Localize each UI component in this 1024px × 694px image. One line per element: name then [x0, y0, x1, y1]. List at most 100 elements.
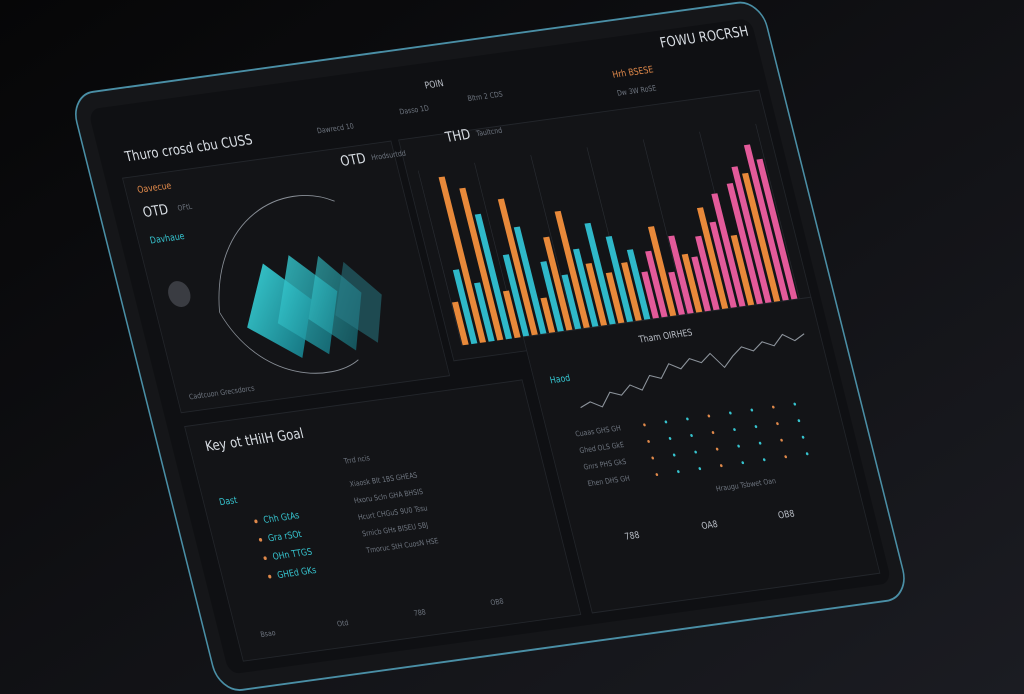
dot — [750, 408, 754, 412]
dot — [797, 419, 801, 423]
bar — [743, 144, 789, 302]
kpi-value: THD — [443, 127, 472, 146]
dot — [711, 431, 715, 435]
bar — [668, 235, 694, 315]
bar — [585, 262, 608, 327]
bar — [451, 301, 469, 346]
dot — [729, 411, 732, 415]
bar — [626, 249, 651, 321]
connector — [218, 195, 335, 313]
bar — [645, 250, 668, 318]
goals-subtitle: Trrd ncis — [342, 454, 371, 466]
kpi-value: OTD — [339, 151, 368, 170]
bar — [502, 290, 521, 339]
bar — [497, 198, 538, 336]
bar — [756, 158, 798, 300]
bar — [605, 236, 634, 323]
bar — [572, 248, 599, 328]
page-title: POIN — [424, 79, 445, 92]
kpi-label: Taultcnd — [475, 126, 504, 138]
grid-line — [417, 170, 463, 346]
bar — [502, 254, 530, 337]
dot — [780, 438, 783, 442]
dot — [733, 428, 736, 432]
bullet — [254, 519, 258, 524]
bullet — [258, 537, 263, 542]
activity-stat: OB8 — [777, 509, 796, 522]
bar — [647, 226, 677, 317]
dot — [677, 470, 680, 474]
bar-chart — [417, 123, 800, 346]
dot — [720, 464, 723, 468]
connector — [219, 312, 359, 374]
goal-item[interactable]: GHEd GKs — [276, 565, 318, 581]
dot — [698, 467, 702, 471]
bar — [726, 183, 763, 305]
dot — [664, 420, 668, 424]
bar — [731, 166, 772, 304]
goal-footer: Otd — [336, 619, 349, 629]
dot — [776, 422, 779, 426]
bar — [668, 271, 686, 316]
bar — [641, 271, 660, 319]
bar — [584, 222, 616, 325]
dot — [643, 423, 646, 427]
dot — [805, 452, 809, 456]
bar — [696, 207, 729, 310]
indicator — [168, 281, 191, 308]
bar — [540, 297, 556, 334]
goal-item[interactable]: OHn TTGS — [272, 547, 314, 563]
nav-item[interactable]: Dasso 1D — [399, 104, 430, 117]
dot — [686, 417, 689, 421]
dot — [647, 439, 650, 443]
trend-line — [580, 333, 805, 409]
dot — [758, 441, 762, 445]
bar — [543, 236, 573, 331]
grid-line — [642, 139, 688, 315]
bar — [561, 274, 582, 330]
bar — [540, 261, 564, 333]
grid-line — [530, 155, 575, 330]
goal-item[interactable]: Chh GtAs — [262, 511, 301, 527]
bar — [452, 269, 478, 345]
bar — [554, 210, 590, 329]
activity-panel — [522, 296, 881, 614]
overview-stat: OTD — [141, 202, 170, 221]
bar — [681, 253, 703, 314]
bar — [730, 234, 755, 306]
bar — [709, 221, 737, 309]
goal-footer: OB8 — [490, 597, 505, 607]
bullet — [263, 556, 267, 561]
dot — [784, 455, 787, 459]
dot — [672, 453, 676, 457]
grid-line — [755, 123, 800, 299]
dot — [707, 414, 711, 418]
bar — [621, 262, 642, 322]
overview-link[interactable]: Davhaue — [149, 231, 186, 246]
bar — [474, 213, 512, 340]
goal-item[interactable]: Gra rSOt — [267, 529, 303, 544]
goals-panel — [184, 379, 582, 662]
teal-shape — [247, 255, 382, 358]
activity-legend: Haod — [549, 373, 572, 386]
dot — [668, 436, 672, 440]
dot — [772, 405, 775, 409]
goal-footer: Bsao — [259, 629, 276, 640]
dot — [741, 461, 745, 465]
dot — [762, 458, 766, 462]
activity-stat: OA8 — [700, 519, 719, 532]
bar — [438, 176, 487, 343]
dot — [655, 473, 659, 477]
bar — [691, 256, 712, 312]
overview-label: Oavecue — [136, 181, 172, 196]
dot — [651, 456, 655, 460]
bar — [474, 282, 495, 342]
bar — [513, 226, 547, 335]
bar — [459, 187, 504, 341]
dot — [737, 444, 740, 448]
activity-stat: 788 — [624, 530, 641, 543]
bar — [711, 193, 746, 308]
bar — [605, 272, 625, 324]
